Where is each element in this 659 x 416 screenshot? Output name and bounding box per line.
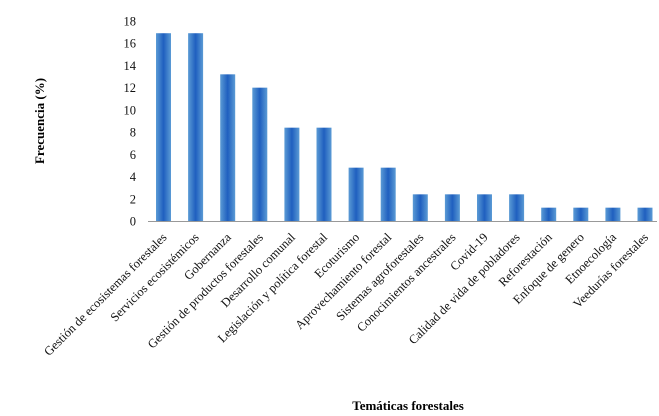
bar bbox=[220, 74, 236, 221]
bar bbox=[605, 207, 621, 221]
y-tick-label: 12 bbox=[124, 81, 137, 95]
y-tick-label: 0 bbox=[130, 215, 136, 229]
y-tick-label: 6 bbox=[130, 148, 136, 162]
y-tick-label: 8 bbox=[130, 126, 136, 140]
x-axis-tick-labels: Gestión de ecosistemas forestalesServici… bbox=[41, 230, 651, 359]
bar bbox=[316, 127, 332, 221]
bar bbox=[156, 33, 171, 221]
y-tick-label: 2 bbox=[130, 192, 136, 206]
bars bbox=[156, 33, 653, 222]
bar bbox=[348, 167, 364, 221]
x-axis-title: Temáticas forestales bbox=[352, 398, 464, 413]
bar bbox=[477, 194, 492, 221]
bar bbox=[509, 194, 525, 221]
bar bbox=[188, 33, 204, 221]
bar bbox=[541, 207, 557, 221]
bar bbox=[573, 207, 589, 221]
y-tick-label: 14 bbox=[124, 59, 137, 73]
bar bbox=[380, 167, 396, 221]
y-tick-label: 4 bbox=[130, 170, 137, 184]
bar bbox=[252, 87, 268, 222]
bar bbox=[637, 207, 653, 221]
y-tick-label: 10 bbox=[124, 103, 137, 117]
bar bbox=[412, 194, 428, 221]
bar bbox=[284, 127, 300, 221]
y-tick-label: 18 bbox=[124, 15, 137, 29]
bar bbox=[444, 194, 460, 221]
y-tick-label: 16 bbox=[124, 37, 137, 51]
y-axis-title: Frecuencia (%) bbox=[32, 78, 47, 164]
y-axis-ticks: 0 2 4 6 8 10 12 14 16 18 bbox=[124, 15, 137, 229]
